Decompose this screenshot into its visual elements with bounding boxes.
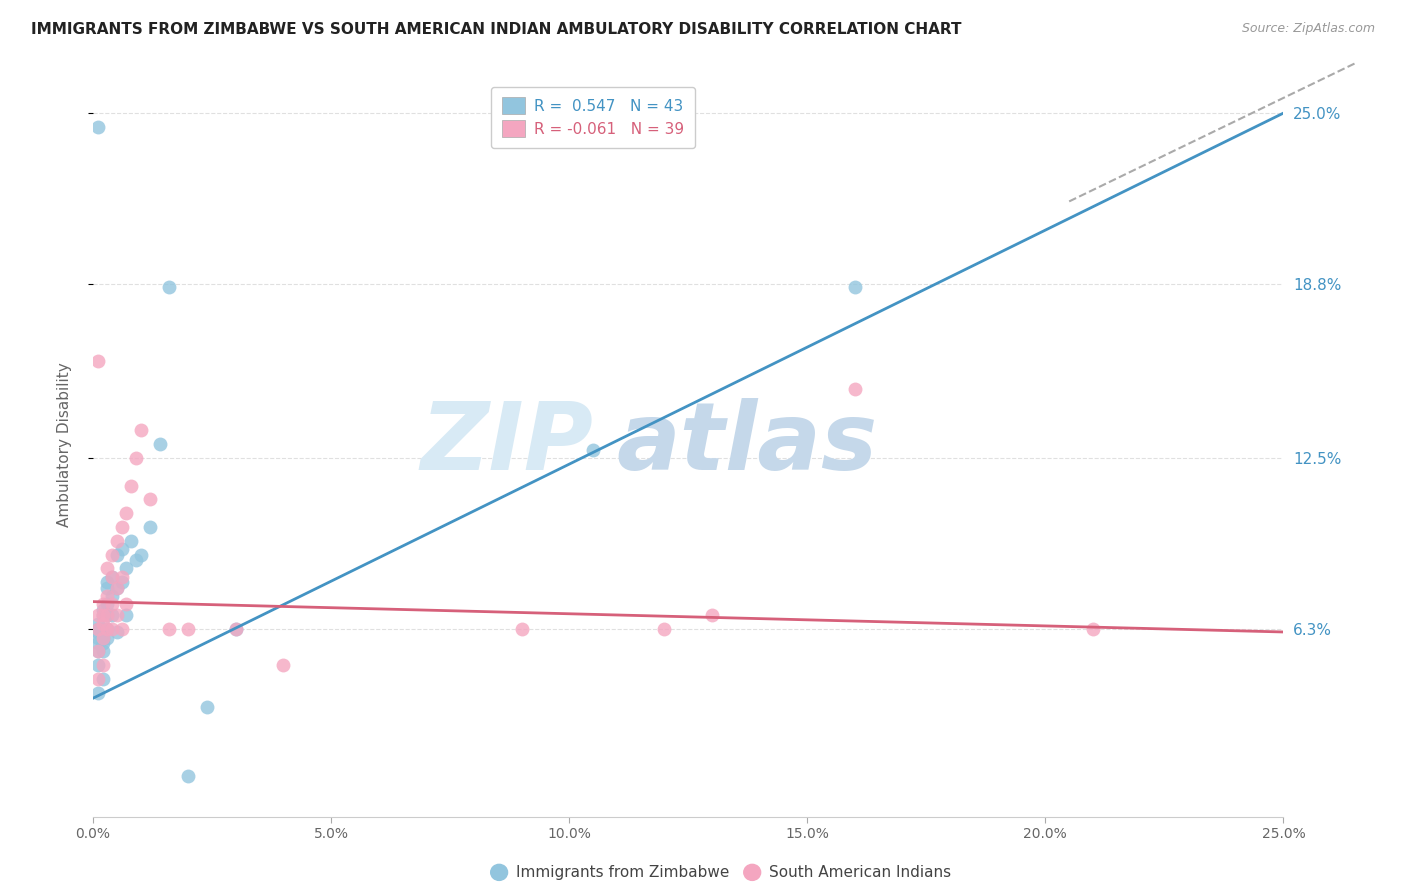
Point	[91, 616, 114, 631]
Point	[110, 622, 132, 636]
Point	[87, 624, 110, 639]
Text: IMMIGRANTS FROM ZIMBABWE VS SOUTH AMERICAN INDIAN AMBULATORY DISABILITY CORRELAT: IMMIGRANTS FROM ZIMBABWE VS SOUTH AMERIC…	[31, 22, 962, 37]
Point	[157, 622, 180, 636]
Point	[225, 622, 247, 636]
Point	[101, 570, 124, 584]
Point	[96, 598, 118, 612]
Point	[96, 622, 118, 636]
Point	[225, 622, 247, 636]
Point	[87, 616, 110, 631]
Text: South American Indians: South American Indians	[769, 865, 952, 880]
Point	[510, 622, 533, 636]
Point	[101, 570, 124, 584]
Point	[96, 608, 118, 623]
Point	[700, 608, 723, 623]
Point	[110, 575, 132, 590]
Point	[105, 581, 128, 595]
Point	[87, 622, 110, 636]
Point	[195, 699, 218, 714]
Point	[129, 548, 152, 562]
Point	[101, 622, 124, 636]
Point	[105, 608, 128, 623]
Point	[139, 520, 162, 534]
Point	[157, 280, 180, 294]
Point	[96, 622, 118, 636]
Point	[87, 354, 110, 368]
Text: Source: ZipAtlas.com: Source: ZipAtlas.com	[1241, 22, 1375, 36]
Point	[96, 581, 118, 595]
Point	[129, 424, 152, 438]
Point	[177, 768, 200, 782]
Point	[654, 622, 676, 636]
Point	[87, 672, 110, 686]
Point	[101, 589, 124, 603]
Point	[87, 644, 110, 658]
Point	[87, 658, 110, 673]
Point	[115, 506, 138, 520]
Point	[844, 280, 866, 294]
Point	[101, 608, 124, 623]
Point	[91, 644, 114, 658]
Point	[149, 437, 172, 451]
Point	[91, 658, 114, 673]
Point	[91, 636, 114, 650]
Point	[91, 622, 114, 636]
Legend: R =  0.547   N = 43, R = -0.061   N = 39: R = 0.547 N = 43, R = -0.061 N = 39	[491, 87, 695, 147]
Point	[582, 442, 605, 457]
Point	[844, 382, 866, 396]
Point	[101, 548, 124, 562]
Point	[125, 451, 148, 466]
Point	[91, 603, 114, 617]
Point	[96, 608, 118, 623]
Point	[105, 533, 128, 548]
Point	[96, 589, 118, 603]
Point	[91, 672, 114, 686]
Point	[177, 622, 200, 636]
Point	[115, 598, 138, 612]
Point	[91, 608, 114, 623]
Point	[120, 533, 142, 548]
Point	[105, 581, 128, 595]
Point	[91, 631, 114, 645]
Point	[115, 561, 138, 575]
Point	[96, 561, 118, 575]
Point	[87, 636, 110, 650]
Point	[91, 631, 114, 645]
Text: ZIP: ZIP	[420, 399, 593, 491]
Y-axis label: Ambulatory Disability: Ambulatory Disability	[58, 362, 72, 526]
Point	[139, 492, 162, 507]
Point	[101, 598, 124, 612]
Point	[125, 553, 148, 567]
Point	[115, 608, 138, 623]
Point	[120, 479, 142, 493]
Point	[87, 608, 110, 623]
Text: Immigrants from Zimbabwe: Immigrants from Zimbabwe	[516, 865, 730, 880]
Point	[87, 631, 110, 645]
Point	[105, 624, 128, 639]
Point	[96, 631, 118, 645]
Point	[87, 622, 110, 636]
Point	[87, 644, 110, 658]
Point	[110, 520, 132, 534]
Point	[96, 575, 118, 590]
Point	[110, 542, 132, 557]
Point	[87, 686, 110, 700]
Point	[105, 548, 128, 562]
Point	[273, 658, 295, 673]
Text: atlas: atlas	[617, 399, 879, 491]
Point	[91, 608, 114, 623]
Point	[1081, 622, 1104, 636]
Point	[87, 120, 110, 134]
Point	[110, 570, 132, 584]
Point	[91, 598, 114, 612]
